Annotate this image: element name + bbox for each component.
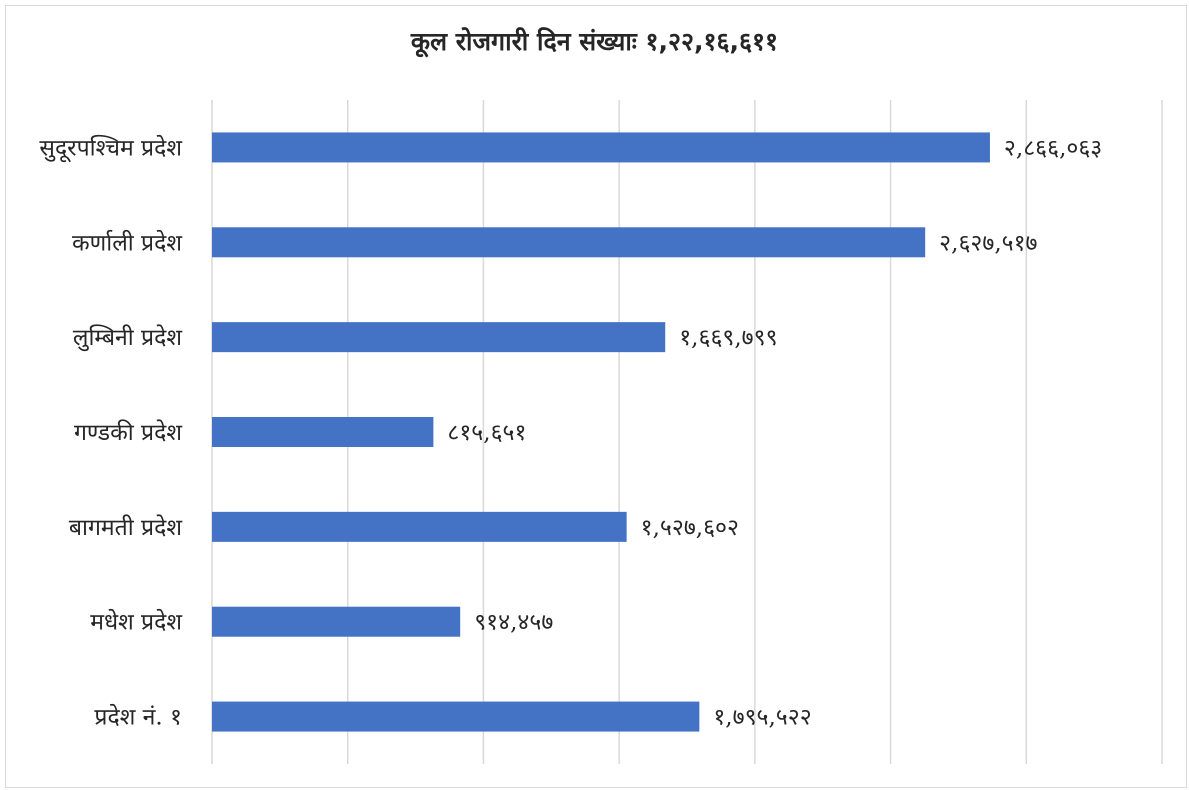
chart-title: कूल रोजगारी दिन संख्याः १,२२,१६,६११ xyxy=(410,27,779,56)
category-label: कर्णाली प्रदेश xyxy=(72,229,182,256)
category-label: सुदूरपश्चिम प्रदेश xyxy=(39,134,182,162)
value-label: १,५२७,६०२ xyxy=(641,515,739,541)
value-label: १,७९५,५२२ xyxy=(713,705,811,731)
bar xyxy=(212,511,627,542)
value-label: ९१४,४५७ xyxy=(474,610,553,636)
bar xyxy=(212,701,700,732)
bar xyxy=(212,606,461,637)
value-label: २,६२७,५१७ xyxy=(939,230,1037,256)
bar xyxy=(212,132,990,163)
category-label: गण्डकी प्रदेश xyxy=(74,419,182,446)
bar xyxy=(212,417,434,447)
bar xyxy=(212,227,926,258)
gridlines xyxy=(211,100,1163,764)
category-label: लुम्बिनी प्रदेश xyxy=(73,324,182,352)
category-label: प्रदेश नं. १ xyxy=(94,704,182,731)
category-label: बागमती प्रदेश xyxy=(69,514,182,541)
category-labels: सुदूरपश्चिम प्रदेश कर्णाली प्रदेश लुम्बिनी… xyxy=(39,134,182,730)
value-label: १,६६९,७९९ xyxy=(679,325,777,351)
value-labels: २,८६६,०६३ २,६२७,५१७ १,६६९,७९९ ८१५,६५१ १,५२७,… xyxy=(447,135,1102,730)
bars xyxy=(212,132,990,732)
value-label: २,८६६,०६३ xyxy=(1004,135,1102,161)
bar xyxy=(212,322,666,353)
category-label: मधेश प्रदेश xyxy=(90,609,182,636)
value-label: ८१५,६५१ xyxy=(447,420,526,446)
